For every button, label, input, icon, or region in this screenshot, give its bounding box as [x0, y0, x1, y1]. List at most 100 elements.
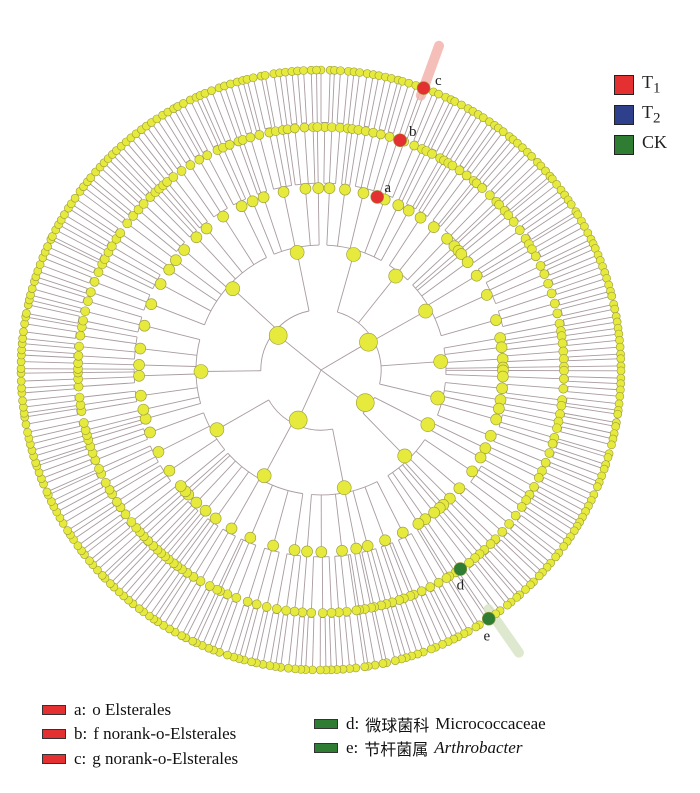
branch	[55, 229, 103, 255]
branch	[294, 616, 301, 669]
branch	[192, 593, 216, 642]
branch	[552, 456, 602, 477]
taxon-node	[611, 422, 620, 431]
branch	[64, 214, 110, 243]
branch	[379, 383, 438, 399]
taxon-node	[235, 200, 248, 213]
taxon-node	[105, 579, 115, 588]
branch	[549, 254, 599, 276]
branch	[425, 594, 449, 642]
taxon-node	[120, 509, 131, 520]
taxon-node	[481, 611, 496, 626]
branch	[373, 310, 426, 341]
branch	[144, 325, 200, 341]
taxon-node	[504, 519, 514, 529]
branch	[457, 575, 488, 621]
branch	[387, 608, 403, 660]
branch	[384, 545, 405, 599]
taxon-node	[497, 527, 508, 537]
branch	[479, 139, 514, 181]
branch	[27, 421, 79, 433]
branch	[493, 440, 546, 464]
taxon-node	[461, 170, 472, 181]
taxon-node	[357, 187, 370, 199]
branch	[147, 501, 189, 542]
branch	[130, 137, 165, 179]
branch	[507, 383, 564, 390]
branch	[529, 502, 575, 532]
branch	[451, 580, 480, 626]
branch	[364, 199, 386, 254]
taxon-node	[268, 326, 288, 345]
branch	[226, 605, 245, 656]
branch	[301, 556, 308, 613]
branch	[450, 114, 479, 160]
taxon-node	[355, 68, 364, 77]
branch	[25, 316, 78, 327]
branch	[145, 125, 178, 169]
branch	[62, 496, 109, 524]
branch	[206, 155, 234, 206]
branch	[358, 275, 397, 324]
branch	[269, 613, 280, 666]
taxa-legend-c: c: g norank-o-Elsterales	[42, 749, 238, 769]
branch	[364, 486, 386, 541]
branch	[441, 108, 469, 155]
branch	[218, 87, 238, 138]
taxon-node	[299, 122, 310, 133]
cladogram-nodes	[16, 65, 626, 675]
branch	[328, 127, 333, 184]
branch	[493, 546, 531, 586]
branch	[365, 613, 376, 666]
branch	[237, 141, 258, 195]
taxon-node	[430, 390, 445, 406]
branch	[328, 556, 332, 613]
marker-labels: a b c d e	[384, 73, 490, 645]
branch	[272, 490, 289, 546]
branch	[177, 106, 204, 153]
branch	[400, 604, 419, 655]
branch	[507, 376, 564, 380]
branch	[341, 128, 349, 185]
branch	[47, 246, 96, 269]
branch	[242, 80, 257, 132]
branch	[58, 224, 105, 251]
cladogram: a b c d e	[16, 40, 626, 675]
taxon-node	[315, 546, 328, 558]
branch	[568, 353, 621, 358]
branch	[205, 466, 243, 512]
branch	[113, 548, 151, 588]
branch	[266, 552, 280, 607]
branch	[287, 129, 296, 185]
taxon-node	[557, 338, 568, 349]
taxon-node	[514, 225, 525, 236]
branch	[421, 165, 453, 214]
branch	[434, 294, 487, 319]
branch	[209, 535, 236, 587]
branch	[476, 136, 510, 178]
branch	[246, 79, 261, 131]
branch	[349, 615, 357, 669]
taxon-node	[312, 182, 325, 194]
branch	[185, 452, 229, 492]
taxon-node	[162, 177, 172, 187]
branch	[217, 149, 242, 202]
branch	[417, 93, 440, 143]
branch	[24, 405, 77, 414]
branch	[378, 78, 392, 130]
branch	[441, 403, 497, 420]
branch	[92, 530, 133, 566]
branch	[282, 129, 293, 186]
branch	[565, 321, 618, 331]
branch	[206, 228, 243, 274]
taxon-node	[533, 472, 544, 483]
branch	[22, 343, 75, 349]
branch	[354, 131, 367, 187]
branch	[125, 141, 161, 183]
taxa-prefix-e: e:	[346, 738, 359, 757]
branch	[563, 308, 615, 321]
taxon-node	[566, 200, 576, 209]
branch	[375, 548, 393, 603]
taxon-node	[315, 665, 325, 675]
branch	[236, 81, 253, 133]
